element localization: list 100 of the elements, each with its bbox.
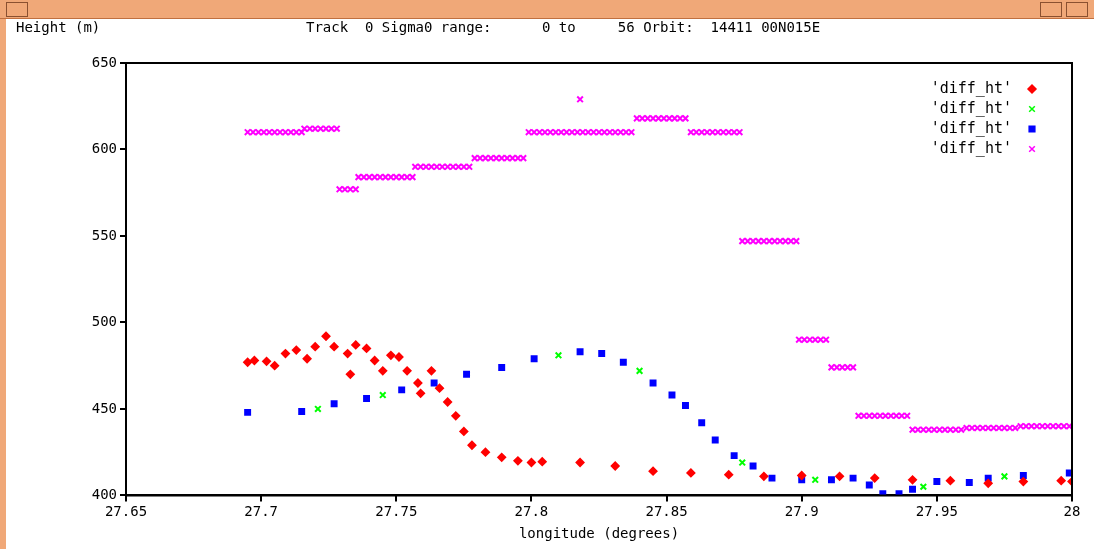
point [463,370,471,378]
point [459,426,469,436]
point [498,363,506,371]
point [1019,472,1027,479]
point [386,350,396,360]
point [554,351,563,360]
x-tick-label: 27.7 [244,503,278,520]
x-tick-label: 27.9 [784,503,819,520]
x-tick-label: 27.85 [645,503,688,520]
y-tick-label: 400 [91,486,117,503]
point [835,471,845,481]
point [537,457,547,467]
y-tick-label: 500 [91,313,117,330]
point [759,471,769,481]
legend-label: 'diff_ht' [930,118,1012,137]
point [945,476,955,486]
x-axis-title: longitude (degrees) [518,525,680,542]
point [394,352,404,362]
point [526,458,536,468]
legend-label: 'diff_ht' [930,98,1012,117]
y-tick-label: 650 [91,53,117,70]
x-tick-label: 27.75 [375,503,418,520]
point [443,397,453,407]
point [610,461,620,471]
x-tick-label: 27.65 [104,503,148,520]
point [909,485,917,493]
point [682,401,689,409]
point [363,395,371,403]
point [416,388,426,398]
point [811,476,820,484]
point [262,356,272,366]
point [310,342,320,352]
point [919,482,928,491]
point [933,478,941,486]
point [738,458,747,467]
point [243,357,253,367]
point [351,340,361,350]
point [378,366,388,376]
point [244,408,252,416]
x-tick-label: 28 [1063,503,1081,520]
point [724,470,734,480]
point [576,348,584,356]
point [698,419,706,427]
point [402,366,412,376]
point [908,475,918,485]
y-tick-label: 450 [91,399,117,416]
y-tick-label: 600 [91,140,117,157]
point [849,474,857,482]
point [298,408,306,415]
point [797,471,807,481]
legend-label: 'diff_ht' [930,138,1012,157]
chart-title: Track 0 Sigma0 range: 0 to 56 Orbit: 14411 00N015E [306,18,821,35]
y-axis-title: Height (m) [16,18,101,35]
point [467,440,477,450]
point [330,400,338,408]
point [965,478,973,486]
point [1018,477,1028,487]
point [480,447,490,457]
point [497,452,507,462]
y-tick-label: 550 [91,226,117,243]
x-tick-label: 27.95 [915,503,958,520]
point [575,458,585,468]
point [870,473,880,483]
point [345,369,355,379]
point [598,350,606,358]
point [686,468,696,478]
point [302,354,312,364]
point [426,366,436,376]
point [711,436,719,444]
legend-label: 'diff_ht' [930,78,1012,97]
point [619,358,627,366]
point [649,379,657,387]
point [249,355,259,365]
point [270,361,280,371]
point [451,411,461,421]
point [398,386,406,394]
point [291,345,301,355]
point [730,452,738,460]
point [768,474,776,482]
point [435,383,445,393]
point [530,355,538,363]
point [413,378,423,388]
point [370,355,380,365]
point [343,349,353,359]
point [865,481,873,489]
point [321,331,331,341]
point [635,367,644,375]
point [513,456,523,466]
point [1065,469,1072,477]
x-tick-label: 27.8 [514,503,549,520]
point [329,342,339,352]
point [749,462,757,470]
point [668,391,676,399]
point [430,379,438,387]
point [1000,472,1009,481]
point [827,476,835,484]
point [648,466,658,476]
point [1056,476,1066,486]
point [280,349,290,359]
point [983,478,993,488]
